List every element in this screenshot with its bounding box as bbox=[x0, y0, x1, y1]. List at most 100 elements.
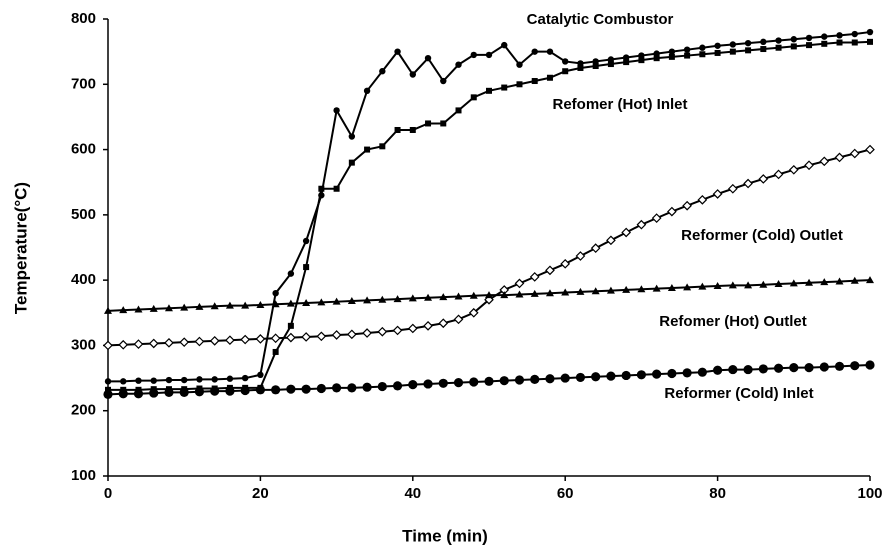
point bbox=[606, 235, 616, 246]
point bbox=[606, 371, 616, 381]
point bbox=[865, 144, 875, 155]
point bbox=[773, 363, 784, 373]
point bbox=[271, 385, 281, 395]
point bbox=[714, 42, 721, 49]
point bbox=[867, 38, 873, 45]
point bbox=[486, 87, 492, 94]
point bbox=[653, 55, 660, 62]
point bbox=[241, 301, 250, 309]
point bbox=[332, 383, 342, 393]
y-axis-title: Temperature(°C) bbox=[11, 182, 30, 314]
point bbox=[622, 285, 631, 293]
point bbox=[698, 282, 707, 290]
point bbox=[621, 227, 632, 238]
point bbox=[362, 328, 372, 338]
x-tick-label: 80 bbox=[709, 485, 726, 502]
point bbox=[379, 68, 386, 75]
point bbox=[866, 276, 874, 284]
point bbox=[378, 295, 387, 303]
point bbox=[591, 287, 600, 295]
point bbox=[316, 331, 327, 342]
point bbox=[210, 302, 219, 310]
point bbox=[851, 39, 858, 46]
point bbox=[377, 381, 387, 392]
point bbox=[164, 337, 174, 348]
point bbox=[164, 387, 174, 398]
point bbox=[454, 292, 463, 300]
point bbox=[729, 48, 736, 55]
y-tick-label: 600 bbox=[71, 141, 96, 158]
point bbox=[133, 389, 144, 399]
point bbox=[408, 294, 417, 302]
point bbox=[209, 336, 220, 346]
point bbox=[103, 340, 113, 351]
point bbox=[165, 376, 173, 384]
point bbox=[683, 46, 691, 53]
point bbox=[712, 189, 723, 199]
point bbox=[423, 379, 433, 389]
point bbox=[529, 272, 540, 282]
y-tick-label: 800 bbox=[71, 10, 96, 27]
point bbox=[301, 384, 311, 394]
point bbox=[560, 373, 570, 383]
point bbox=[362, 382, 372, 392]
point bbox=[194, 336, 205, 347]
point bbox=[179, 387, 189, 398]
point bbox=[806, 42, 813, 49]
series-label: Refomer (Hot) Inlet bbox=[553, 96, 688, 113]
point bbox=[440, 77, 447, 85]
point bbox=[286, 332, 296, 343]
point bbox=[744, 281, 753, 289]
point bbox=[241, 374, 249, 382]
point bbox=[348, 133, 356, 140]
point bbox=[682, 200, 692, 211]
point bbox=[150, 377, 157, 384]
y-tick-label: 400 bbox=[71, 271, 96, 288]
point bbox=[196, 376, 203, 383]
point bbox=[835, 277, 844, 285]
point bbox=[514, 375, 525, 385]
point bbox=[377, 326, 388, 337]
point bbox=[621, 370, 631, 381]
point bbox=[760, 38, 767, 46]
point bbox=[562, 58, 569, 65]
point bbox=[728, 281, 737, 289]
point bbox=[652, 284, 661, 292]
point bbox=[821, 33, 828, 40]
point bbox=[652, 369, 662, 379]
point bbox=[453, 378, 464, 388]
point bbox=[546, 74, 553, 81]
point bbox=[301, 332, 311, 342]
x-tick-label: 20 bbox=[252, 485, 269, 502]
point bbox=[561, 288, 570, 296]
point bbox=[469, 291, 478, 299]
point bbox=[470, 51, 477, 59]
point bbox=[667, 206, 677, 217]
x-tick-label: 0 bbox=[104, 485, 112, 502]
point bbox=[546, 48, 554, 55]
point bbox=[438, 378, 448, 388]
point bbox=[836, 39, 843, 46]
point bbox=[667, 368, 677, 379]
point bbox=[333, 107, 340, 114]
point bbox=[727, 183, 738, 194]
point bbox=[804, 363, 814, 373]
point bbox=[468, 307, 479, 318]
point bbox=[135, 377, 142, 384]
point bbox=[303, 264, 310, 271]
point bbox=[684, 52, 691, 59]
point bbox=[501, 84, 508, 91]
point bbox=[850, 276, 859, 284]
point bbox=[333, 185, 340, 192]
point bbox=[743, 178, 753, 189]
point bbox=[668, 53, 675, 60]
point bbox=[805, 278, 814, 286]
point bbox=[470, 94, 477, 101]
point bbox=[225, 335, 235, 346]
y-tick-label: 300 bbox=[71, 336, 96, 353]
point bbox=[423, 320, 433, 331]
point bbox=[331, 330, 342, 340]
point bbox=[682, 368, 692, 378]
y-tick-label: 200 bbox=[71, 402, 96, 419]
